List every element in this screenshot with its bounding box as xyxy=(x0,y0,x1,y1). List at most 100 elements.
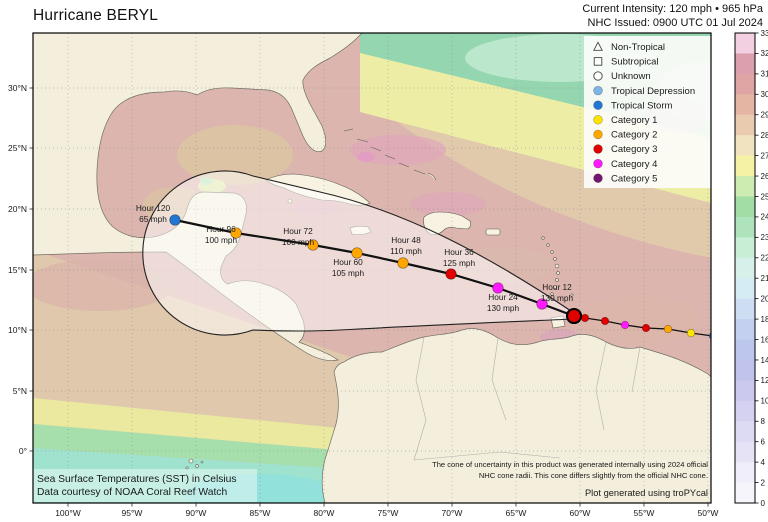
colorbar-tick-label: 33 xyxy=(761,29,768,38)
forecast-point xyxy=(492,282,504,294)
x-tick-label: 55°W xyxy=(634,508,655,518)
header-status: Current Intensity: 120 mph • 965 hPa NHC… xyxy=(582,3,763,30)
forecast-wind-label: 125 mph xyxy=(443,258,476,268)
colorbar-segment xyxy=(735,196,755,218)
observed-point xyxy=(580,313,590,323)
page-title: Hurricane BERYL xyxy=(33,7,159,24)
legend-marker-circle xyxy=(593,85,603,96)
sst-patch-pink-hispaniola xyxy=(410,192,486,216)
tropycal-credit: Plot generated using troPYcal xyxy=(585,488,708,498)
legend-marker-circle xyxy=(593,144,603,154)
forecast-hour-label: Hour 36 xyxy=(444,247,474,257)
colorbar-tick-label: 23 xyxy=(761,233,768,242)
sst-credit-line2: Data courtesy of NOAA Coral Reef Watch xyxy=(37,487,227,498)
colorbar-border xyxy=(734,32,756,504)
colorbar-segment xyxy=(735,33,755,54)
legend-item-label: Subtropical xyxy=(611,57,659,68)
forecast-hour-label: Hour 72 xyxy=(283,226,313,236)
forecast-point xyxy=(307,239,319,251)
island-puerto-rico xyxy=(485,228,501,236)
forecast-hour-label: Hour 24 xyxy=(488,292,518,302)
observed-point xyxy=(641,323,651,333)
colorbar-segment xyxy=(735,94,755,116)
sst-band-pacific-green xyxy=(33,424,360,470)
forecast-point xyxy=(397,257,409,269)
x-tick-label: 50°W xyxy=(698,508,719,518)
forecast-wind-label: 110 mph xyxy=(390,246,422,256)
forecast-point xyxy=(169,214,181,226)
legend-item-label: Category 2 xyxy=(611,130,657,141)
colorbar-segment xyxy=(735,441,755,463)
sst-colorbar: 3332313029282726252423222120181614121086… xyxy=(734,29,768,522)
colorbar-tick-label: 22 xyxy=(761,254,768,263)
colorbar-tick-label: 20 xyxy=(761,294,768,303)
colorbar-segment xyxy=(735,237,755,259)
country-border xyxy=(413,451,561,461)
sst-patch-gulf-tan xyxy=(177,125,293,185)
colorbar-tick-label: 25 xyxy=(761,192,768,201)
y-tick-label: 0° xyxy=(19,446,27,456)
legend-item-label: Tropical Storm xyxy=(611,100,672,111)
y-tick-label: 15°N xyxy=(8,265,27,275)
observed-point xyxy=(600,316,610,326)
forecast-hour-label: Hour 48 xyxy=(391,235,421,245)
colorbar-tick-label: 29 xyxy=(761,111,768,120)
colorbar-tick-label: 8 xyxy=(761,417,766,426)
forecast-point xyxy=(536,298,548,310)
x-tick-label: 100°W xyxy=(55,508,81,518)
observed-point xyxy=(663,324,673,334)
x-tick-label: 60°W xyxy=(570,508,591,518)
colorbar-tick-label: 32 xyxy=(761,49,768,58)
x-axis-ticks: 100°W 95°W 90°W 85°W 80°W 75°W 70°W 65°W 60°W 55°… xyxy=(55,503,718,518)
colorbar-tick-label: 28 xyxy=(761,131,768,140)
map-border xyxy=(32,32,712,504)
colorbar-tick-label: 16 xyxy=(761,335,768,344)
forecast-wind-label: 65 mph xyxy=(139,214,167,224)
x-tick-label: 95°W xyxy=(122,508,143,518)
country-border xyxy=(595,341,607,431)
forecast-hour-label: Hour 12 xyxy=(542,282,572,292)
legend-marker-circle xyxy=(593,158,603,169)
legend-item-label: Non-Tropical xyxy=(611,42,665,53)
country-border xyxy=(491,337,507,421)
colorbar-segment xyxy=(735,462,755,483)
y-tick-label: 25°N xyxy=(8,143,27,153)
colorbar-tick-label: 12 xyxy=(761,376,768,385)
colorbar-segment xyxy=(735,482,755,504)
colorbar-tick-label: 2 xyxy=(761,478,766,487)
x-tick-label: 85°W xyxy=(250,508,271,518)
colorbar-tick-label: 24 xyxy=(761,213,768,222)
forecast-wind-label: 105 mph xyxy=(332,268,365,278)
legend-item-label: Unknown xyxy=(611,71,651,82)
colorbar-segment xyxy=(735,176,755,197)
colorbar-segment xyxy=(735,135,755,157)
map-legend: Non-Tropical Subtropical Unknown Tropical D… xyxy=(584,36,711,188)
y-tick-label: 30°N xyxy=(8,83,27,93)
legend-marker-triangle xyxy=(593,41,603,51)
colorbar-tick-label: 6 xyxy=(761,437,766,446)
sst-credit-backdrop xyxy=(33,469,257,502)
colorbar-tick-label: 0 xyxy=(761,499,766,508)
forecast-wind-label: 130 mph xyxy=(541,293,574,303)
colorbar-segment xyxy=(735,53,755,75)
y-tick-label: 10°N xyxy=(8,325,27,335)
colorbar-segment xyxy=(735,298,755,320)
legend-item-label: Category 5 xyxy=(611,173,657,184)
cone-disclaimer-line2: NHC cone radii. This cone differs slight… xyxy=(479,471,708,480)
sst-credit-line1: Sea Surface Temperatures (SST) in Celsiu… xyxy=(37,474,237,485)
forecast-wind-label: 100 mph xyxy=(205,235,238,245)
forecast-wind-label: 130 mph xyxy=(487,303,520,313)
country-border xyxy=(631,346,641,393)
colorbar-tick-label: 18 xyxy=(761,315,768,324)
y-tick-label: 20°N xyxy=(8,204,27,214)
islands-bahamas xyxy=(343,128,437,181)
colorbar-segment xyxy=(735,155,755,177)
colorbar-tick-label: 14 xyxy=(761,356,768,365)
legend-marker-circle xyxy=(593,129,603,140)
x-tick-label: 75°W xyxy=(378,508,399,518)
legend-background xyxy=(584,36,711,188)
current-intensity-text: Current Intensity: 120 mph • 965 hPa xyxy=(582,3,763,15)
